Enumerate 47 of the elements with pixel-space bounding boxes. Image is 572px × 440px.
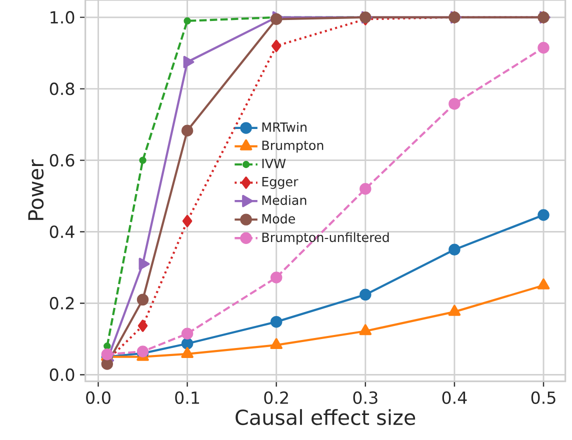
x-tick-label: 0.5 [531,391,556,404]
y-tick-label: 0.0 [50,368,74,382]
y-tick-label: 0.6 [50,154,74,167]
legend-label: MRTwin [262,122,306,132]
legend-label: Mode [262,214,296,224]
point [270,272,282,284]
point [359,324,372,336]
point [181,347,194,358]
y-tick-label: 1.0 [50,11,74,24]
point [448,244,460,256]
point [101,358,114,370]
point [537,278,550,290]
point [136,294,149,306]
x-tick-label: 0.1 [175,391,200,404]
legend-label: Median [262,195,306,206]
point [181,328,194,340]
point [181,338,194,350]
point [138,258,150,270]
point [138,320,148,332]
y-tick-label: 0.4 [50,225,74,238]
legend-label: IVW [262,158,286,168]
point [181,124,194,136]
legend-label: Brumpton-unfiltered [262,232,389,245]
x-tick-label: 0.4 [442,391,467,404]
y-tick-label: 0.2 [50,296,74,310]
point [360,183,372,195]
point [270,338,283,350]
point [183,56,194,68]
x-tick-label: 0.0 [86,391,110,404]
x-tick-label: 0.2 [264,391,288,404]
point [182,214,192,228]
point [270,316,282,328]
point [538,42,550,54]
point [271,40,282,52]
legend-label: Egger [262,177,298,189]
point [448,98,460,110]
y-axis-title: Power [28,159,44,220]
legend-label: Brumpton [262,140,324,153]
point [184,17,191,25]
y-tick-label: 0.8 [50,82,74,96]
point [139,156,146,164]
point [360,288,372,301]
point [104,342,111,350]
x-axis-title: Causal effect size [236,409,416,426]
x-tick-label: 0.3 [353,391,378,404]
point [538,209,550,221]
point [448,304,461,316]
